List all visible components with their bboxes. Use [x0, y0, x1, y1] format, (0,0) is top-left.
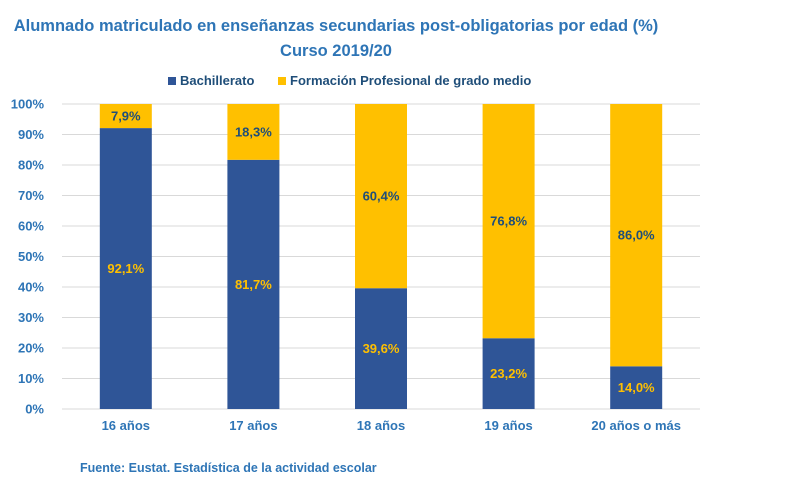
x-tick-label: 17 años [229, 418, 277, 433]
bar-segment [227, 159, 280, 409]
y-tick-label: 50% [18, 249, 44, 264]
chart-subtitle: Curso 2019/20 [280, 42, 392, 60]
x-tick-label: 20 años o más [591, 418, 681, 433]
y-tick-label: 10% [18, 371, 44, 386]
y-axis: 0% 10% 20% 30% 40% 50% 60% 70% 80% 90% 100% [11, 97, 45, 417]
legend-swatch-fp-grado-medio [278, 77, 286, 85]
y-tick-label: 100% [11, 97, 45, 112]
y-tick-label: 30% [18, 310, 44, 325]
bar-segment [355, 288, 407, 409]
data-labels: 92,1% 7,9% 81,7% 18,3% 39,6% 60,4% 23,2% 76,8% 1… [107, 109, 655, 396]
data-label: 23,2% [490, 366, 527, 381]
data-label: 7,9% [111, 109, 141, 124]
data-label: 60,4% [363, 189, 400, 204]
legend-label-bachillerato: Bachillerato [180, 73, 254, 88]
legend-label-fp-grado-medio: Formación Profesional de grado medio [290, 73, 531, 88]
source-note: Fuente: Eustat. Estadística de la activi… [80, 461, 377, 475]
y-tick-label: 90% [18, 127, 44, 142]
bar-segment [610, 104, 663, 367]
bars [99, 104, 663, 409]
y-tick-label: 0% [25, 402, 44, 417]
y-tick-label: 70% [18, 188, 44, 203]
data-label: 92,1% [107, 261, 144, 276]
bar-segment [355, 104, 407, 289]
bar-segment [482, 104, 535, 339]
x-axis: 16 años 17 años 18 años 19 años 20 años o má… [102, 418, 681, 433]
y-tick-label: 20% [18, 341, 44, 356]
data-label: 18,3% [235, 124, 272, 139]
x-tick-label: 18 años [357, 418, 405, 433]
data-label: 39,6% [363, 341, 400, 356]
legend: Bachillerato Formación Profesional de gr… [168, 73, 531, 88]
y-tick-label: 40% [18, 280, 44, 295]
bar-segment [482, 338, 535, 409]
bar-segment [610, 366, 663, 409]
y-tick-label: 80% [18, 158, 44, 173]
chart-title: Alumnado matriculado en enseñanzas secun… [14, 17, 659, 35]
y-tick-label: 60% [18, 219, 44, 234]
data-label: 14,0% [618, 380, 655, 395]
x-tick-label: 19 años [484, 418, 532, 433]
x-tick-label: 16 años [102, 418, 150, 433]
data-label: 76,8% [490, 214, 527, 229]
bar-segment [99, 128, 152, 409]
legend-swatch-bachillerato [168, 77, 176, 85]
bar-segment [227, 104, 280, 160]
data-label: 81,7% [235, 277, 272, 292]
data-label: 86,0% [618, 228, 655, 243]
bar-segment [99, 104, 152, 129]
